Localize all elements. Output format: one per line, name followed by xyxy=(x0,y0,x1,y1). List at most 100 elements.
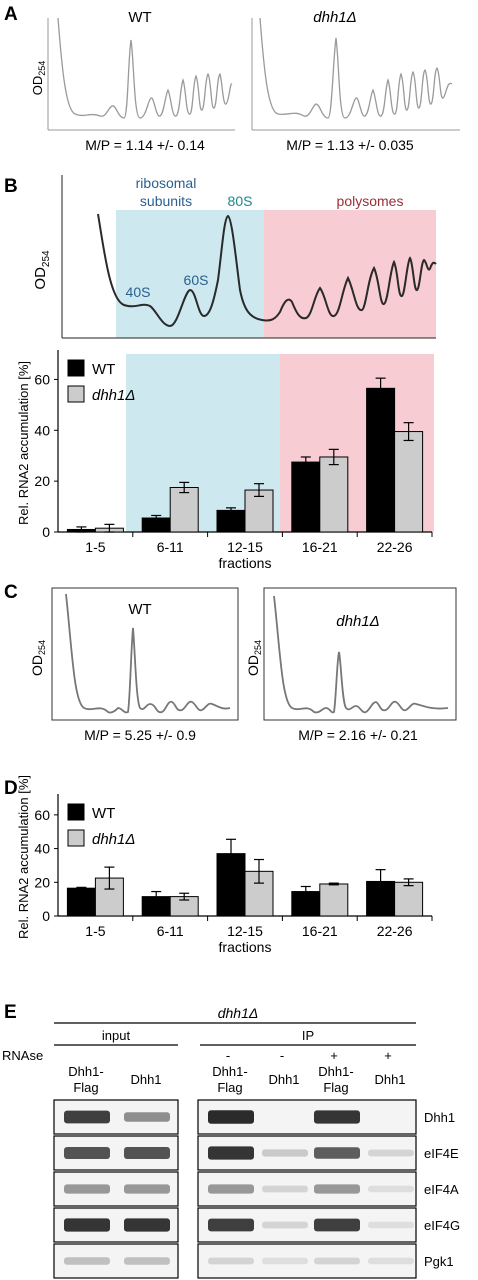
blot-band xyxy=(124,1218,170,1232)
legend-label-dhh1: dhh1Δ xyxy=(92,831,135,848)
blot-band xyxy=(368,1149,414,1157)
bar-dhh1-16-21 xyxy=(319,456,349,533)
blot-band xyxy=(262,1221,308,1229)
lane-label: Dhh1 xyxy=(268,1072,299,1087)
y-tick-label: 60 xyxy=(34,371,50,387)
blot-band xyxy=(64,1184,110,1194)
polysomes-label: polysomes xyxy=(337,193,404,209)
rnase-sign: + xyxy=(384,1048,392,1063)
blot-band xyxy=(208,1146,254,1160)
x-tick-label: 6-11 xyxy=(157,539,184,555)
bar-wt-16-21 xyxy=(291,461,321,533)
legend-swatch-wt xyxy=(67,803,85,821)
legend-swatch-dhh1 xyxy=(67,385,85,403)
ribosomal-label: ribosomal xyxy=(136,175,197,191)
y-tick-label: 0 xyxy=(42,908,50,924)
blot-label-Dhh1: Dhh1 xyxy=(424,1110,455,1125)
panel-a-right-profile: dhh1Δ M/P = 1.13 +/- 0.035 xyxy=(251,9,460,153)
blot-band xyxy=(368,1185,414,1193)
input-label: input xyxy=(102,1028,131,1043)
blot-label-Pgk1: Pgk1 xyxy=(424,1254,454,1269)
y-axis-label: Rel. RNA2 accumulation [%] xyxy=(16,361,31,525)
y-tick-label: 60 xyxy=(34,807,50,823)
y-tick-label: 40 xyxy=(34,422,50,438)
panel-a-left-trace xyxy=(57,17,233,119)
x-tick-label: 12-15 xyxy=(227,539,263,555)
blot-band xyxy=(368,1221,414,1229)
panel-a-left-title: WT xyxy=(128,9,151,26)
rnase-sign: - xyxy=(226,1048,230,1063)
panel-b-trace xyxy=(97,213,437,328)
blot-band xyxy=(262,1149,308,1157)
blot-band xyxy=(64,1218,110,1232)
blot-band xyxy=(208,1184,254,1194)
ip-label: IP xyxy=(302,1028,314,1043)
bar-wt-1-5 xyxy=(66,887,96,917)
panel-c-left-trace xyxy=(65,593,231,714)
bar-dhh1-6-11 xyxy=(169,487,199,533)
panel-a-left-ratio: M/P = 1.14 +/- 0.14 xyxy=(85,137,205,153)
y-tick-label: 20 xyxy=(34,473,50,489)
x-axis-label: fractions xyxy=(219,555,272,571)
x-tick-label: 1-5 xyxy=(85,539,105,555)
blot-band xyxy=(208,1257,254,1265)
x-tick-label: 22-26 xyxy=(377,923,413,939)
bar-wt-12-15 xyxy=(216,509,246,533)
blot-band xyxy=(262,1257,308,1265)
legend-swatch-wt xyxy=(67,359,85,377)
blot-band xyxy=(368,1257,414,1265)
panel-c-left-title: WT xyxy=(128,601,151,618)
panel-c-right-ylabel: OD xyxy=(245,655,261,676)
lane-label: Flag xyxy=(323,1080,348,1095)
svg-text:OD254: OD254 xyxy=(29,640,47,676)
blot-band xyxy=(314,1147,360,1159)
bar-dhh1-22-26 xyxy=(394,431,424,533)
blot-band xyxy=(262,1185,308,1193)
panel-a-right-title: dhh1Δ xyxy=(313,9,356,26)
blot-band xyxy=(124,1112,170,1122)
lane-label: Dhh1- xyxy=(68,1064,103,1079)
blot-band xyxy=(64,1110,110,1124)
panel-c-right-title: dhh1Δ xyxy=(336,613,379,630)
subunits-band xyxy=(116,210,264,338)
lane-label: Dhh1 xyxy=(374,1072,405,1087)
polysomes-band xyxy=(264,210,436,338)
panel-c-letter: C xyxy=(4,582,18,603)
blot-band xyxy=(208,1110,254,1124)
label-60s: 60S xyxy=(184,272,209,288)
panel-e-letter: E xyxy=(4,1002,17,1023)
bar-dhh1-16-21 xyxy=(319,883,349,917)
x-axis-label: fractions xyxy=(219,939,272,955)
legend-label-wt: WT xyxy=(92,361,115,378)
svg-text:OD254: OD254 xyxy=(30,61,47,96)
panel-b-ylabel: OD xyxy=(32,267,49,290)
panel-b-ylabel-sub: 254 xyxy=(41,250,52,267)
blot-label-eIF4E: eIF4E xyxy=(424,1146,459,1161)
bar-dhh1-12-15 xyxy=(244,489,274,533)
subunits-label: subunits xyxy=(140,193,192,209)
label-40s: 40S xyxy=(126,284,151,300)
panel-c-left-ylabel-sub: 254 xyxy=(37,640,47,655)
lane-label: Flag xyxy=(73,1080,98,1095)
y-tick-label: 40 xyxy=(34,841,50,857)
panel-b: B OD254 ribosomal subunits 80S polysomes… xyxy=(4,175,437,339)
x-tick-label: 16-21 xyxy=(302,923,338,939)
blot-band xyxy=(208,1218,254,1232)
y-tick-label: 20 xyxy=(34,874,50,890)
panel-c-right-trace xyxy=(273,595,449,714)
blot-label-eIF4A: eIF4A xyxy=(424,1182,459,1197)
rnase-sign: - xyxy=(280,1048,284,1063)
blot-band xyxy=(124,1147,170,1159)
blot-label-eIF4G: eIF4G xyxy=(424,1218,460,1233)
panel-a-letter: A xyxy=(4,4,18,25)
legend-swatch-dhh1 xyxy=(67,829,85,847)
bar-dhh1-22-26 xyxy=(394,881,424,917)
panel-a-right-trace xyxy=(259,17,453,119)
panel-a-ylabel-sub: 254 xyxy=(37,61,47,76)
x-tick-label: 12-15 xyxy=(227,923,263,939)
lane-label: Dhh1- xyxy=(318,1064,353,1079)
panel-c: C OD254 WT M/P = 5.25 +/- 0.9 OD254 dhh1… xyxy=(4,582,457,743)
